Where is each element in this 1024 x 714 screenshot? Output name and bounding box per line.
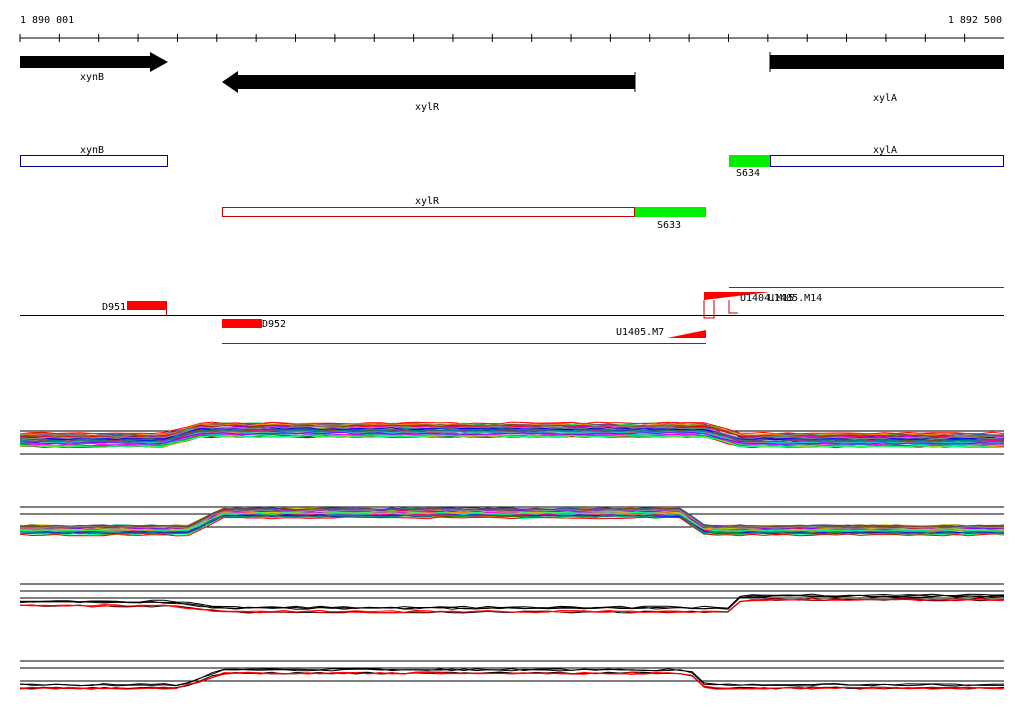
profile-line [19, 511, 1005, 532]
profile-line [19, 431, 1005, 445]
feature-box [127, 301, 166, 310]
annotation-box [222, 207, 635, 217]
profile-line [19, 424, 1005, 438]
profile-line [19, 671, 1005, 690]
profile-line [19, 429, 1005, 443]
annotation-label: xylR [415, 196, 440, 207]
annotation-box [20, 155, 168, 167]
profile-line [19, 426, 1005, 440]
feature-triangle [704, 292, 770, 300]
annotation-label: xylA [873, 145, 897, 156]
segment-label: S634 [736, 168, 760, 179]
profile-line [19, 514, 1005, 535]
segment-box [729, 155, 770, 167]
profile-line [19, 668, 1005, 687]
feature-label: U1405.M14 [768, 293, 822, 304]
ruler-end: 1 892 500 [948, 15, 1002, 26]
segment-box [635, 207, 706, 217]
profile-line [19, 427, 1005, 441]
profile-line [19, 434, 1005, 448]
profile-line [19, 421, 1005, 435]
feature-label: U1404.M15 [740, 293, 794, 304]
profile-line [19, 671, 1005, 690]
gene-arrow [20, 52, 168, 72]
feature-label: D951 [102, 302, 126, 313]
ruler-start: 1 890 001 [20, 15, 74, 26]
gene-arrow [770, 55, 1004, 69]
annotation-box [770, 155, 1004, 167]
profile-line [19, 507, 1004, 528]
layout [19, 34, 1005, 690]
segment-label: S633 [657, 220, 681, 231]
gene-arrow [222, 71, 635, 93]
feature-outline [703, 300, 715, 319]
feature-label: D952 [262, 319, 286, 330]
feature-label: U1405.M7 [616, 327, 664, 338]
feature-outline [728, 300, 738, 314]
annotation-label: xynB [80, 145, 104, 156]
gene-label: xylA [873, 93, 897, 104]
profile-line [20, 509, 1005, 530]
profile-line [19, 516, 1005, 537]
gene-label: xylR [415, 102, 440, 113]
feature-box [222, 319, 262, 328]
profile-line [19, 507, 1005, 528]
profile-line [19, 598, 1005, 614]
feature-triangle [667, 330, 706, 338]
profile-line [19, 668, 1005, 687]
gene-label: xynB [80, 72, 104, 83]
profile-line [19, 429, 1005, 443]
profile-line [19, 428, 1005, 442]
profile-line [19, 593, 1005, 609]
